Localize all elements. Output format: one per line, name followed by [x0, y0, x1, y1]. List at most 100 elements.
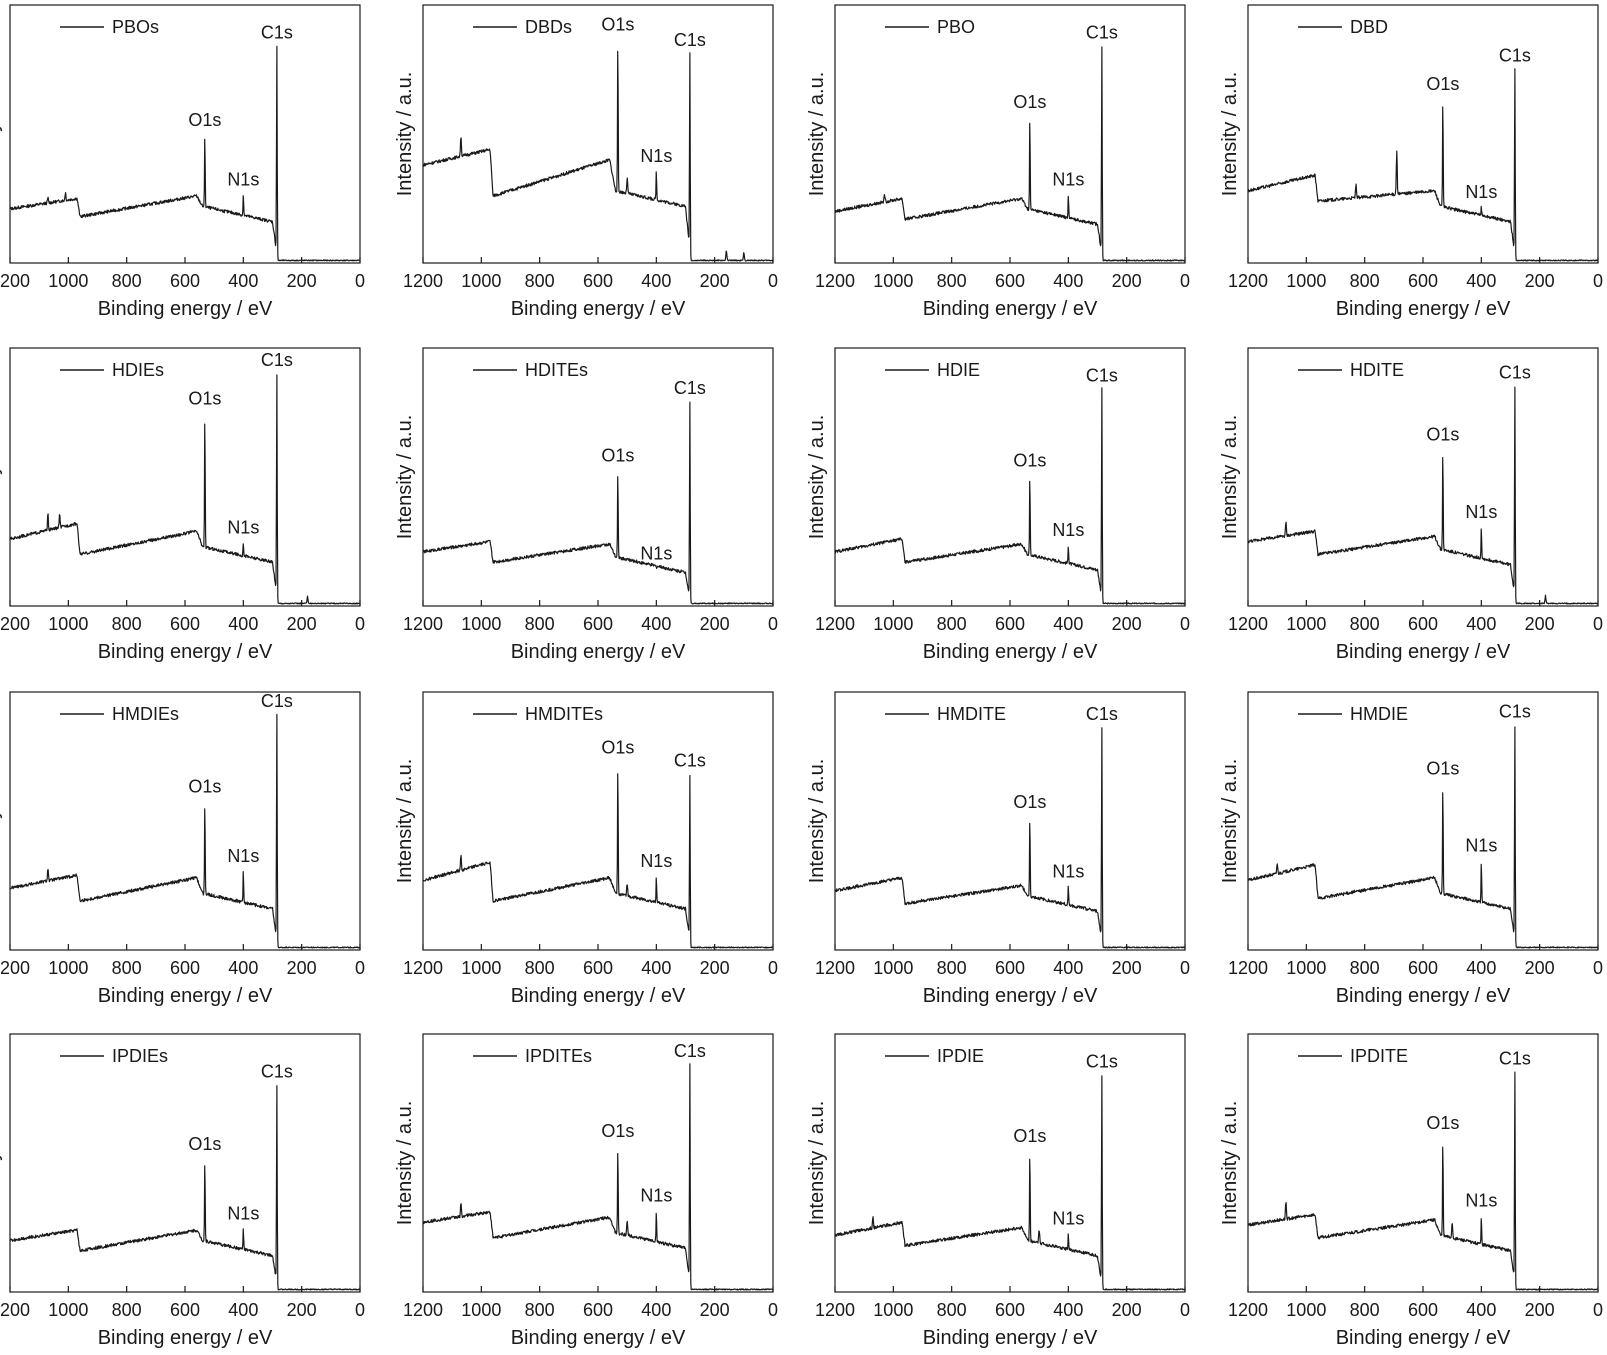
plot-frame — [1247, 1033, 1599, 1293]
spectrum-line — [834, 387, 1186, 605]
y-axis-title: Intensity / a.u. — [394, 72, 416, 197]
x-tick-label: 800 — [937, 1300, 967, 1320]
x-tick-label: 0 — [1593, 1300, 1603, 1320]
x-axis-title: Binding energy / eV — [1336, 985, 1511, 1007]
x-tick-label: 800 — [1350, 614, 1380, 634]
spectrum-line — [9, 713, 361, 949]
x-tick-label: 400 — [1053, 1300, 1083, 1320]
spectrum-line — [1247, 68, 1599, 262]
x-tick-label: 400 — [228, 958, 258, 978]
peak-label-n1s: N1s — [1465, 182, 1497, 202]
x-tick-label: 800 — [525, 271, 555, 291]
plot-frame — [9, 691, 361, 951]
x-tick-label: 800 — [112, 1300, 142, 1320]
y-axis-title: Intensity / a.u. — [1219, 415, 1241, 540]
peak-label-o1s: O1s — [1013, 792, 1046, 812]
legend-label: HDITE — [1350, 360, 1404, 380]
legend-label: DBD — [1350, 17, 1388, 37]
legend-label: HMDITE — [937, 704, 1006, 724]
x-tick-label: 800 — [937, 271, 967, 291]
x-tick-label: 800 — [525, 1300, 555, 1320]
x-tick-label: 600 — [995, 271, 1025, 291]
xps-panel-pbos: 1200 1000 800 600 400 200 0 Binding energy / eV… — [0, 4, 365, 320]
peak-label-o1s: O1s — [188, 776, 221, 796]
peak-label-n1s: N1s — [1052, 1209, 1084, 1229]
y-axis-title: Intensity / a.u. — [1219, 759, 1241, 884]
x-tick-label: 1000 — [1286, 1300, 1326, 1320]
peak-label-o1s: O1s — [601, 738, 634, 758]
x-tick-label: 800 — [112, 958, 142, 978]
x-tick-label: 600 — [1408, 958, 1438, 978]
plot-frame — [1247, 4, 1599, 264]
peak-label-o1s: O1s — [1013, 92, 1046, 112]
x-tick-label: 600 — [995, 614, 1025, 634]
peak-label-o1s: O1s — [1013, 1126, 1046, 1146]
x-tick-label: 400 — [228, 614, 258, 634]
x-tick-label: 1000 — [873, 958, 913, 978]
x-tick-label: 600 — [170, 614, 200, 634]
x-tick-label: 600 — [995, 958, 1025, 978]
y-axis-title: Intensity / a.u. — [806, 72, 828, 197]
x-tick-label: 1000 — [461, 958, 501, 978]
peak-label-n1s: N1s — [227, 846, 259, 866]
xps-panel-hmdies: 1200 1000 800 600 400 200 0 Binding energy / eV… — [0, 691, 365, 1007]
spectrum-line — [422, 773, 774, 949]
x-tick-label: 400 — [1053, 271, 1083, 291]
x-tick-label: 0 — [1180, 271, 1190, 291]
plot-frame — [422, 691, 774, 951]
y-axis-title: Intensity / a.u. — [394, 759, 416, 884]
peak-label-n1s: N1s — [227, 1204, 259, 1224]
plot-frame — [834, 347, 1186, 607]
legend-label: IPDITE — [1350, 1046, 1408, 1066]
plot-frame — [422, 347, 774, 607]
peak-label-o1s: O1s — [1426, 425, 1459, 445]
y-axis-title: Intensity / a.u. — [806, 415, 828, 540]
x-tick-label: 200 — [1525, 614, 1555, 634]
x-tick-label: 600 — [170, 1300, 200, 1320]
x-tick-label: 200 — [287, 614, 317, 634]
peak-label-n1s: N1s — [640, 146, 672, 166]
spectrum-line — [834, 727, 1186, 949]
xps-panel-ipdites: 1200 1000 800 600 400 200 0 Binding energy / eV… — [394, 1033, 778, 1349]
peak-label-c1s: C1s — [1086, 1051, 1118, 1071]
xps-panel-ipdies: 1200 1000 800 600 400 200 0 Binding energy / eV… — [0, 1033, 365, 1349]
peak-label-o1s: O1s — [188, 389, 221, 409]
peak-label-c1s: C1s — [674, 378, 706, 398]
x-tick-label: 200 — [700, 614, 730, 634]
x-tick-label: 1200 — [1228, 958, 1268, 978]
x-tick-label: 800 — [525, 958, 555, 978]
x-tick-label: 1000 — [1286, 614, 1326, 634]
xps-panel-ipdite: 1200 1000 800 600 400 200 0 Binding energy / eV… — [1219, 1033, 1603, 1349]
x-tick-label: 0 — [1593, 271, 1603, 291]
spectrum-line — [1247, 726, 1599, 949]
x-tick-label: 600 — [1408, 271, 1438, 291]
x-tick-label: 400 — [1466, 1300, 1496, 1320]
x-tick-label: 0 — [355, 1300, 365, 1320]
spectrum-line — [9, 45, 361, 262]
x-tick-label: 600 — [995, 1300, 1025, 1320]
legend-label: IPDIE — [937, 1046, 984, 1066]
xps-panel-dbds: 1200 1000 800 600 400 200 0 Binding energy / eV… — [394, 4, 778, 320]
spectrum-line — [422, 1063, 774, 1291]
x-tick-label: 1000 — [1286, 958, 1326, 978]
x-axis-title: Binding energy / eV — [1336, 1327, 1511, 1349]
x-tick-label: 400 — [641, 1300, 671, 1320]
xps-panel-hdie: 1200 1000 800 600 400 200 0 Binding energy / eV… — [806, 347, 1190, 663]
legend-label: HMDITEs — [525, 704, 603, 724]
legend-label: HMDIE — [1350, 704, 1408, 724]
y-axis-title: Intensity / a.u. — [806, 1101, 828, 1226]
x-axis-title: Binding energy / eV — [98, 1327, 273, 1349]
x-tick-label: 1000 — [873, 1300, 913, 1320]
x-tick-label: 1000 — [461, 1300, 501, 1320]
peak-label-c1s: C1s — [1086, 22, 1118, 42]
peak-label-o1s: O1s — [1426, 1113, 1459, 1133]
x-tick-label: 1200 — [815, 958, 855, 978]
x-tick-label: 200 — [1112, 958, 1142, 978]
x-tick-label: 800 — [937, 614, 967, 634]
plot-frame — [1247, 347, 1599, 607]
x-tick-label: 0 — [355, 271, 365, 291]
plot-frame — [9, 4, 361, 264]
legend-label: HDITEs — [525, 360, 588, 380]
xps-panel-hmdie: 1200 1000 800 600 400 200 0 Binding energy / eV… — [1219, 691, 1603, 1007]
